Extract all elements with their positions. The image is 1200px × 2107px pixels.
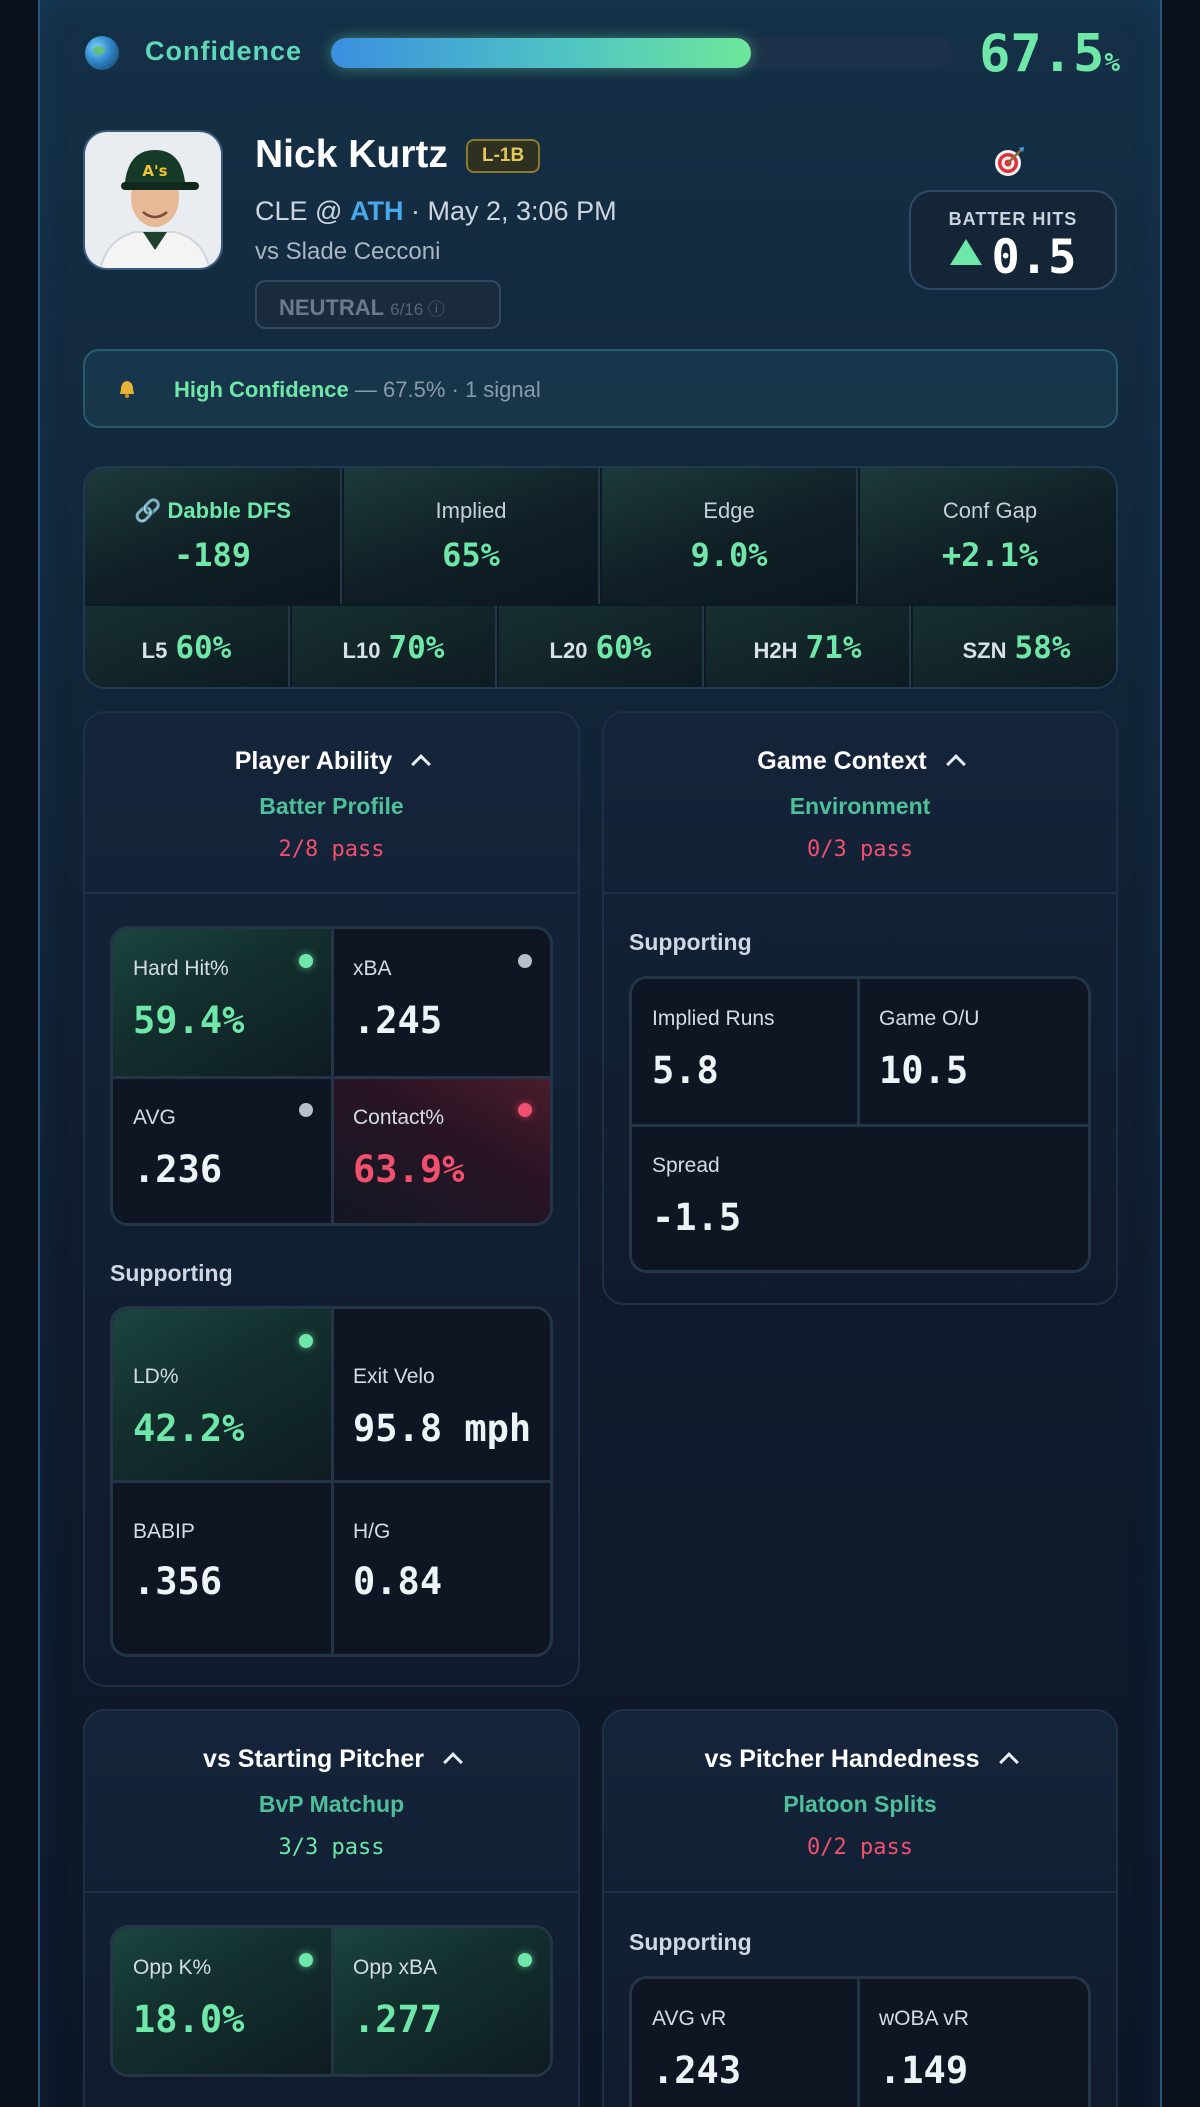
section-game-context: Game Context Environment 0/3 pass Suppor… — [602, 711, 1118, 1305]
prop-line: 0.5 — [911, 230, 1115, 285]
supporting-metrics-grid: Implied Runs 5.8 Game O/U 10.5 Spread -1… — [629, 976, 1091, 1273]
prop-line-box[interactable]: BATTER HITS 0.5 — [909, 190, 1117, 290]
supporting-metrics-grid: AVG vR .243 wOBA vR .149 — [629, 1976, 1091, 2107]
odds-grid: 🔗 Dabble DFS -189 Implied 65% Edge 9.0% … — [83, 466, 1118, 689]
alert-title: High Confidence — [174, 377, 349, 402]
section-player-ability: Player Ability Batter Profile 2/8 pass H… — [83, 711, 580, 1687]
metric-tile[interactable]: AVG .236 — [113, 1078, 331, 1223]
split-l5: L5 60% — [85, 606, 290, 687]
confidence-bar-fill — [331, 38, 751, 68]
split-szn: SZN 58% — [913, 606, 1116, 687]
metric-tile[interactable]: Implied Runs 5.8 — [632, 979, 857, 1124]
metric-tile[interactable]: Opp K% 18.0% — [113, 1928, 331, 2074]
status-dot — [518, 954, 532, 968]
metric-tile[interactable]: Spread -1.5 — [632, 1126, 1088, 1270]
section-header[interactable]: vs Pitcher Handedness Platoon Splits 0/2… — [604, 1711, 1116, 1860]
odds-cell-dabble[interactable]: 🔗 Dabble DFS -189 — [85, 468, 342, 604]
status-dot — [299, 1103, 313, 1117]
status-dot — [518, 1953, 532, 1967]
globe-icon — [85, 36, 119, 70]
metric-tile[interactable]: H/G 0.84 — [333, 1482, 550, 1654]
link-icon: 🔗 — [134, 498, 162, 523]
primary-metrics-grid: Hard Hit% 59.4% xBA .245 AVG .236 Contac… — [110, 926, 553, 1226]
split-h2h: H2H 71% — [706, 606, 911, 687]
chevron-up-icon — [443, 1752, 463, 1772]
confidence-row: Confidence 67.5% — [85, 24, 1120, 84]
metric-tile[interactable]: Game O/U 10.5 — [859, 979, 1088, 1124]
svg-text:A's: A's — [142, 162, 167, 180]
chevron-up-icon — [411, 754, 432, 774]
section-header[interactable]: vs Starting Pitcher BvP Matchup 3/3 pass — [85, 1711, 578, 1860]
status-badge[interactable]: NEUTRAL 6/16 ⓘ — [255, 280, 501, 329]
chevron-up-icon — [998, 1752, 1019, 1772]
metric-tile[interactable]: BABIP .356 — [113, 1482, 331, 1654]
status-dot — [299, 1334, 313, 1348]
player-avatar: A's — [83, 130, 223, 270]
supporting-label: Supporting — [629, 1929, 752, 1955]
section-vs-starting-pitcher: vs Starting Pitcher BvP Matchup 3/3 pass… — [83, 1709, 580, 2107]
metric-tile[interactable]: Exit Velo 95.8 mph — [333, 1309, 550, 1480]
confidence-value: 67.5% — [979, 24, 1120, 84]
chevron-up-icon — [945, 754, 966, 774]
alert-detail: — 67.5% · 1 signal — [354, 377, 541, 402]
status-dot — [518, 1103, 532, 1117]
metric-tile[interactable]: wOBA vR .149 — [859, 1979, 1088, 2107]
player-name: Nick Kurtz — [255, 133, 448, 176]
metric-tile[interactable]: Hard Hit% 59.4% — [113, 929, 331, 1076]
metric-tile[interactable]: xBA .245 — [333, 929, 550, 1076]
confidence-bar — [331, 38, 953, 68]
section-vs-pitcher-handedness: vs Pitcher Handedness Platoon Splits 0/2… — [602, 1709, 1118, 2107]
confidence-alert: High Confidence — 67.5% · 1 signal — [83, 349, 1118, 428]
odds-value: -189 — [173, 536, 252, 574]
metric-tile[interactable]: Opp xBA .277 — [333, 1928, 550, 2074]
status-dot — [299, 1953, 313, 1967]
over-arrow-icon — [949, 239, 982, 265]
prop-type: BATTER HITS — [948, 209, 1078, 229]
status-dot — [299, 954, 313, 968]
split-l10: L10 70% — [292, 606, 497, 687]
position-badge: L-1B — [466, 139, 541, 173]
primary-metrics-grid: Opp K% 18.0% Opp xBA .277 — [110, 1925, 553, 2077]
matchup: CLE @ ATH · May 2, 3:06 PM — [255, 196, 617, 226]
split-l20: L20 60% — [499, 606, 704, 687]
supporting-label: Supporting — [110, 1260, 233, 1286]
metric-tile[interactable]: AVG vR .243 — [632, 1979, 857, 2107]
target-icon — [995, 147, 1024, 176]
confidence-label: Confidence — [145, 36, 303, 66]
bell-icon — [120, 381, 134, 399]
odds-cell-implied: Implied 65% — [344, 468, 600, 604]
odds-cell-edge: Edge 9.0% — [602, 468, 858, 604]
supporting-metrics-grid: LD% 42.2% Exit Velo 95.8 mph BABIP .356 … — [110, 1306, 553, 1657]
section-header[interactable]: Game Context Environment 0/3 pass — [604, 713, 1116, 862]
supporting-label: Supporting — [629, 929, 752, 955]
opposing-pitcher: vs Slade Cecconi — [255, 238, 441, 265]
odds-cell-conf-gap: Conf Gap +2.1% — [860, 468, 1116, 604]
section-header[interactable]: Player Ability Batter Profile 2/8 pass — [85, 713, 578, 862]
metric-tile[interactable]: Contact% 63.9% — [333, 1078, 550, 1223]
metric-tile[interactable]: LD% 42.2% — [113, 1309, 331, 1480]
